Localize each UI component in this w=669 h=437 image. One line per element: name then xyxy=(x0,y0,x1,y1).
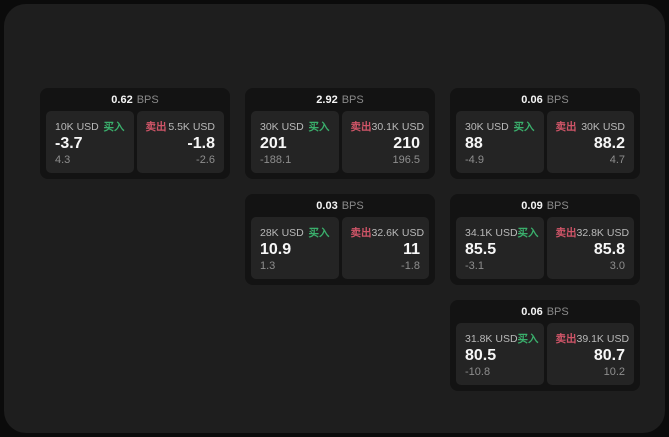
buy-side-label: 买入 xyxy=(517,227,539,239)
buy-side-label: 买入 xyxy=(513,121,535,133)
bps-header: 0.03 BPS xyxy=(245,194,435,217)
sell-price: 85.8 xyxy=(593,241,625,259)
quote-panels: 30K USD 买入 201 -188.1 卖出 30.1K USD 210 1… xyxy=(245,111,435,179)
bps-value: 0.09 xyxy=(521,200,543,212)
sell-price: 11 xyxy=(403,241,420,259)
quotes-panel: 0.62 BPS 10K USD 买入 -3.7 4.3 卖出 5.5K USD xyxy=(4,4,665,433)
bps-unit: BPS xyxy=(546,306,569,318)
sell-delta: -1.8 xyxy=(401,260,420,272)
quote-panels: 30K USD 买入 88 -4.9 卖出 30K USD 88.2 4.7 xyxy=(450,111,640,179)
buy-quote-panel[interactable]: 34.1K USD 买入 85.5 -3.1 xyxy=(456,217,544,279)
buy-delta: -188.1 xyxy=(260,154,292,166)
quote-panels: 34.1K USD 买入 85.5 -3.1 卖出 32.8K USD 85.8… xyxy=(450,217,640,285)
sell-delta: -2.6 xyxy=(196,154,215,166)
buy-quote-panel[interactable]: 10K USD 买入 -3.7 4.3 xyxy=(46,111,134,173)
buy-quote-panel[interactable]: 30K USD 买入 201 -188.1 xyxy=(251,111,339,173)
buy-side-label: 买入 xyxy=(103,121,125,133)
sell-side-label: 卖出 xyxy=(555,227,577,239)
quote-card: 0.06 BPS 31.8K USD 买入 80.5 -10.8 卖出 39.1… xyxy=(450,300,640,391)
buy-price: 88 xyxy=(465,135,483,153)
bps-value: 0.62 xyxy=(111,94,133,106)
sell-delta: 4.7 xyxy=(609,154,625,166)
buy-side-label: 买入 xyxy=(517,333,539,345)
quote-card: 0.06 BPS 30K USD 买入 88 -4.9 卖出 30K USD xyxy=(450,88,640,179)
quote-grid: 0.62 BPS 10K USD 买入 -3.7 4.3 卖出 5.5K USD xyxy=(40,88,640,391)
quote-card: 0.09 BPS 34.1K USD 买入 85.5 -3.1 卖出 32.8K… xyxy=(450,194,640,285)
sell-price: 80.7 xyxy=(593,347,625,365)
sell-amount: 30K USD xyxy=(581,121,625,133)
buy-delta: -4.9 xyxy=(465,154,484,166)
buy-amount: 28K USD xyxy=(260,227,304,239)
bps-header: 0.06 BPS xyxy=(450,300,640,323)
sell-delta: 3.0 xyxy=(609,260,625,272)
buy-delta: 1.3 xyxy=(260,260,276,272)
sell-price: -1.8 xyxy=(187,135,215,153)
sell-amount: 5.5K USD xyxy=(168,121,215,133)
buy-amount: 34.1K USD xyxy=(465,227,518,239)
buy-side-label: 买入 xyxy=(308,227,330,239)
bps-value: 0.03 xyxy=(316,200,338,212)
bps-unit: BPS xyxy=(341,94,364,106)
buy-quote-panel[interactable]: 30K USD 买入 88 -4.9 xyxy=(456,111,544,173)
quote-card: 0.03 BPS 28K USD 买入 10.9 1.3 卖出 32.6K US… xyxy=(245,194,435,285)
bps-unit: BPS xyxy=(136,94,159,106)
sell-price: 210 xyxy=(393,135,420,153)
sell-quote-panel[interactable]: 卖出 32.6K USD 11 -1.8 xyxy=(341,217,429,279)
quote-card: 0.62 BPS 10K USD 买入 -3.7 4.3 卖出 5.5K USD xyxy=(40,88,230,179)
buy-quote-panel[interactable]: 31.8K USD 买入 80.5 -10.8 xyxy=(456,323,544,385)
bps-unit: BPS xyxy=(546,94,569,106)
bps-value: 0.06 xyxy=(521,94,543,106)
sell-quote-panel[interactable]: 卖出 32.8K USD 85.8 3.0 xyxy=(546,217,634,279)
sell-price: 88.2 xyxy=(593,135,625,153)
sell-side-label: 卖出 xyxy=(555,121,577,133)
bps-header: 0.06 BPS xyxy=(450,88,640,111)
buy-price: 80.5 xyxy=(465,347,497,365)
bps-header: 2.92 BPS xyxy=(245,88,435,111)
quote-panels: 28K USD 买入 10.9 1.3 卖出 32.6K USD 11 -1.8 xyxy=(245,217,435,285)
sell-quote-panel[interactable]: 卖出 5.5K USD -1.8 -2.6 xyxy=(136,111,224,173)
buy-delta: -3.1 xyxy=(465,260,484,272)
sell-quote-panel[interactable]: 卖出 30K USD 88.2 4.7 xyxy=(546,111,634,173)
sell-delta: 196.5 xyxy=(392,154,420,166)
quote-card: 2.92 BPS 30K USD 买入 201 -188.1 卖出 30.1K … xyxy=(245,88,435,179)
bps-header: 0.09 BPS xyxy=(450,194,640,217)
buy-side-label: 买入 xyxy=(308,121,330,133)
buy-price: 201 xyxy=(260,135,287,153)
bps-value: 0.06 xyxy=(521,306,543,318)
buy-delta: -10.8 xyxy=(465,366,491,378)
buy-amount: 30K USD xyxy=(465,121,509,133)
sell-amount: 30.1K USD xyxy=(371,121,425,133)
bps-value: 2.92 xyxy=(316,94,338,106)
bps-header: 0.62 BPS xyxy=(40,88,230,111)
buy-price: 10.9 xyxy=(260,241,292,259)
sell-side-label: 卖出 xyxy=(350,227,372,239)
buy-price: 85.5 xyxy=(465,241,497,259)
sell-quote-panel[interactable]: 卖出 39.1K USD 80.7 10.2 xyxy=(546,323,634,385)
sell-amount: 32.6K USD xyxy=(371,227,425,239)
quote-panels: 31.8K USD 买入 80.5 -10.8 卖出 39.1K USD 80.… xyxy=(450,323,640,391)
buy-amount: 31.8K USD xyxy=(465,333,518,345)
buy-amount: 10K USD xyxy=(55,121,99,133)
sell-amount: 39.1K USD xyxy=(576,333,630,345)
buy-price: -3.7 xyxy=(55,135,83,153)
quote-panels: 10K USD 买入 -3.7 4.3 卖出 5.5K USD -1.8 -2.… xyxy=(40,111,230,179)
buy-quote-panel[interactable]: 28K USD 买入 10.9 1.3 xyxy=(251,217,339,279)
bps-unit: BPS xyxy=(546,200,569,212)
sell-quote-panel[interactable]: 卖出 30.1K USD 210 196.5 xyxy=(341,111,429,173)
sell-amount: 32.8K USD xyxy=(576,227,630,239)
buy-amount: 30K USD xyxy=(260,121,304,133)
sell-side-label: 卖出 xyxy=(350,121,372,133)
sell-delta: 10.2 xyxy=(603,366,625,378)
sell-side-label: 卖出 xyxy=(145,121,167,133)
sell-side-label: 卖出 xyxy=(555,333,577,345)
buy-delta: 4.3 xyxy=(55,154,71,166)
bps-unit: BPS xyxy=(341,200,364,212)
